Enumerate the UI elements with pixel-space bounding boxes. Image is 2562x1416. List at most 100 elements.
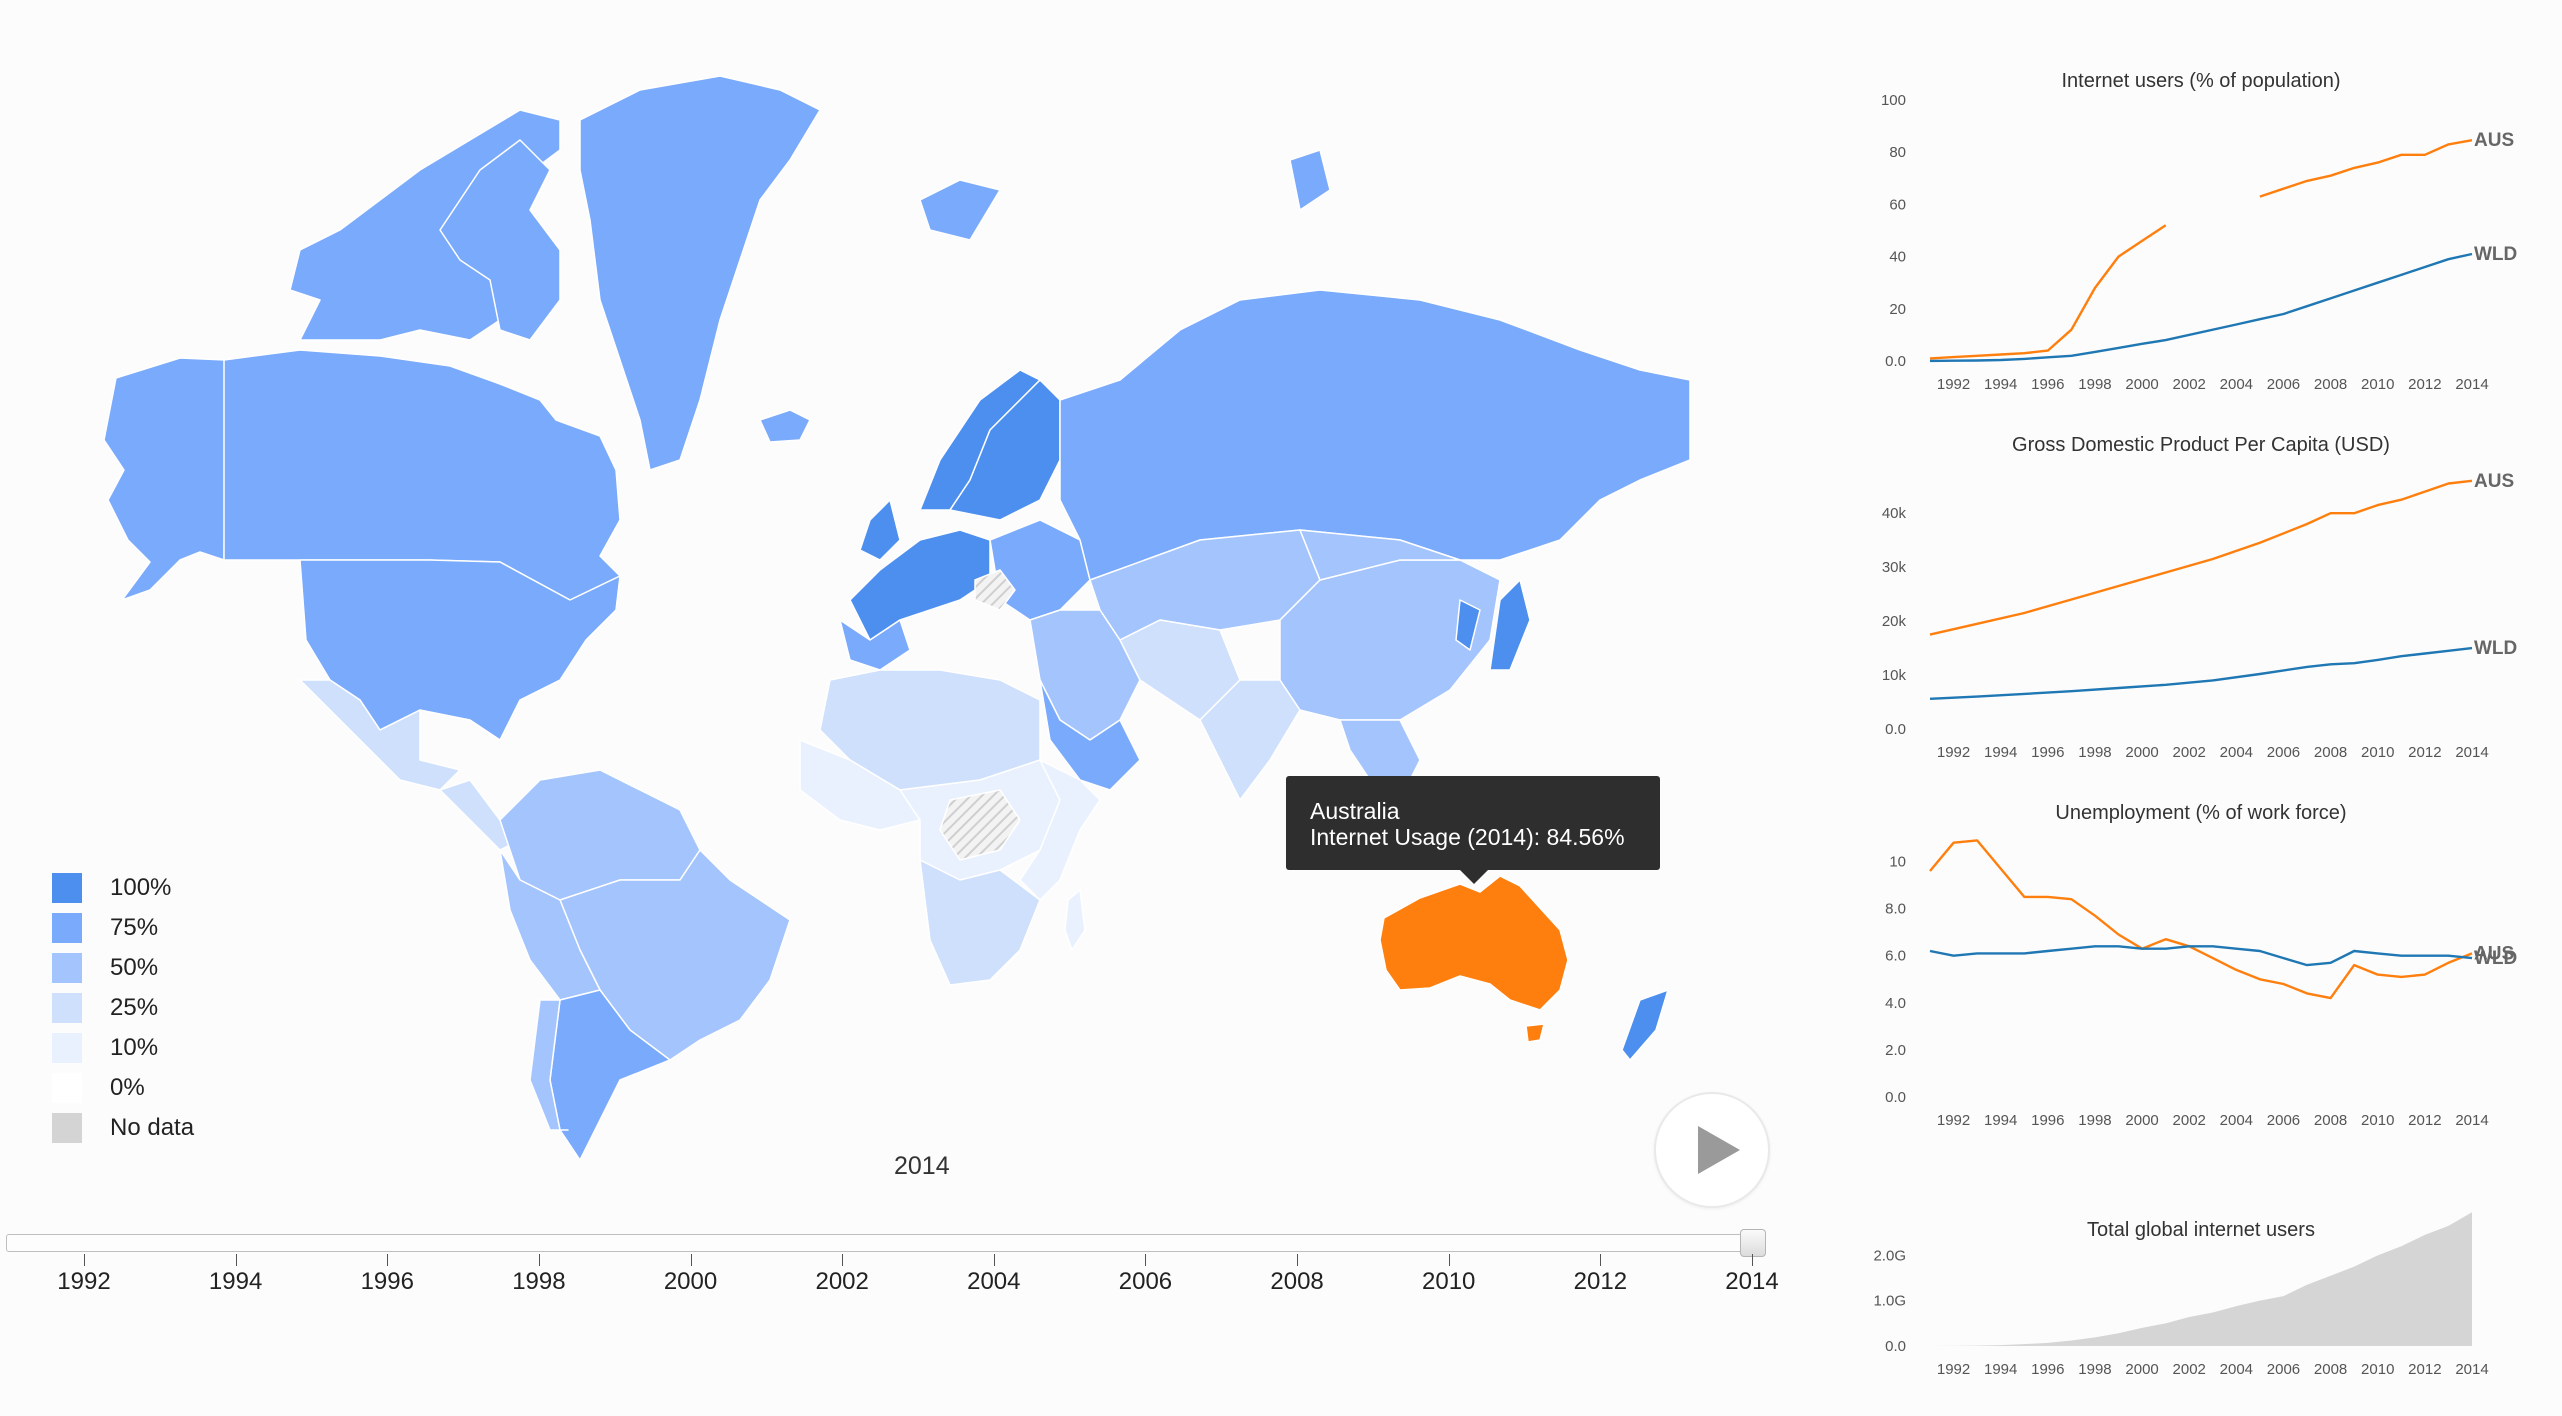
country-ukraine-no-data[interactable] (974, 569, 1016, 611)
x-tick-label: 2000 (2125, 1361, 2158, 1378)
x-tick-label: 2006 (2267, 744, 2300, 761)
legend-label: 0% (110, 1074, 145, 1101)
x-tick-label: 1996 (2031, 1361, 2064, 1378)
y-tick-label: 20k (1882, 613, 1907, 630)
legend-swatch (52, 993, 82, 1023)
legend-item: No data (52, 1108, 194, 1148)
country-tasmania[interactable] (1525, 1023, 1545, 1043)
country-arabian-peninsula[interactable] (1039, 679, 1141, 791)
legend-swatch (52, 1073, 82, 1103)
country-alaska[interactable] (103, 357, 227, 601)
timeline-tick (1448, 1254, 1450, 1266)
country-novaya-zemlya[interactable] (1289, 149, 1331, 211)
country-tooltip: Australia Internet Usage (2014): 84.56% (1286, 776, 1660, 870)
y-tick-label: 100 (1881, 92, 1906, 109)
y-tick-label: 0.0 (1885, 1089, 1906, 1106)
x-tick-label: 2008 (2314, 1112, 2347, 1129)
timeline-year-label: 2004 (967, 1268, 1021, 1295)
x-tick-label: 2002 (2173, 1112, 2206, 1129)
x-tick-label: 1998 (2078, 1361, 2111, 1378)
y-tick-label: 2.0G (1873, 1247, 1906, 1264)
timeline-year-label: 2006 (1118, 1268, 1173, 1295)
country-india[interactable] (1199, 679, 1301, 801)
x-tick-label: 2010 (2361, 744, 2394, 761)
country-west-africa[interactable] (799, 739, 921, 831)
country-greenland[interactable] (579, 75, 821, 471)
timeline-year-label: 1994 (208, 1268, 263, 1295)
x-tick-label: 2014 (2455, 1112, 2488, 1129)
x-tick-label: 2002 (2173, 744, 2206, 761)
legend-swatch (52, 1113, 82, 1143)
x-tick-label: 1996 (2031, 1112, 2064, 1129)
current-year-label: 2014 (894, 1152, 950, 1180)
legend-swatch (52, 913, 82, 943)
legend-label: 10% (110, 1034, 159, 1061)
series-line-wld (1929, 945, 2473, 967)
y-tick-label: 0.0 (1885, 353, 1906, 370)
x-tick-label: 1992 (1937, 376, 1970, 393)
timeline-year-label: 2002 (815, 1268, 869, 1295)
chart-title: Unemployment (% of work force) (2055, 802, 2346, 824)
country-drc-no-data[interactable] (939, 789, 1021, 861)
country-korea[interactable] (1455, 599, 1481, 651)
x-tick-label: 1994 (1984, 376, 2017, 393)
country-chile[interactable] (529, 999, 569, 1131)
x-tick-label: 1994 (1984, 744, 2017, 761)
timeline-tick (84, 1254, 85, 1266)
x-tick-label: 2006 (2267, 1112, 2300, 1129)
country-russia[interactable] (1059, 289, 1691, 581)
x-tick-label: 2008 (2314, 1361, 2347, 1378)
x-tick-label: 1992 (1937, 744, 1970, 761)
country-southern-africa[interactable] (919, 859, 1041, 986)
timeline-tick (1600, 1254, 1602, 1266)
country-mongolia[interactable] (1299, 529, 1461, 581)
chart-title: Total global internet users (2087, 1219, 2315, 1241)
chart-gdp-per-capita: Gross Domestic Product Per Capita (USD) 0… (1882, 434, 2517, 761)
x-tick-label: 2004 (2220, 744, 2253, 761)
country-new-zealand[interactable] (1621, 989, 1669, 1061)
x-tick-label: 2012 (2408, 1112, 2441, 1129)
x-tick-label: 2004 (2220, 1361, 2253, 1378)
country-iberia[interactable] (839, 619, 911, 671)
country-central-asia[interactable] (1089, 529, 1321, 641)
y-tick-label: 10 (1889, 854, 1906, 871)
country-japan[interactable] (1489, 579, 1531, 671)
series-end-label: WLD (2474, 244, 2517, 265)
country-baffin-island[interactable] (439, 139, 561, 341)
x-tick-label: 2010 (2361, 1112, 2394, 1129)
year-slider-track[interactable] (6, 1234, 1754, 1252)
legend-swatch (52, 1033, 82, 1063)
timeline-tick (1752, 1254, 1753, 1266)
year-slider-handle[interactable] (1740, 1229, 1766, 1257)
country-australia[interactable] (1379, 875, 1569, 1011)
country-eastern-europe[interactable] (989, 519, 1091, 621)
timeline-tick (1297, 1254, 1299, 1266)
x-tick-label: 2006 (2267, 1361, 2300, 1378)
series-line-aus (1929, 839, 2473, 1000)
y-tick-label: 4.0 (1885, 995, 1906, 1012)
chart-internet-users: Internet users (% of population) 0.0 20 40 6… (1881, 70, 2517, 393)
world-map (103, 75, 1691, 1161)
legend-item: 10% (52, 1028, 194, 1068)
legend-label: No data (110, 1114, 195, 1141)
y-tick-label: 80 (1889, 144, 1906, 161)
timeline-year-label: 2008 (1270, 1268, 1324, 1295)
tooltip-country: Australia (1310, 798, 1400, 824)
country-east-africa[interactable] (1019, 759, 1101, 901)
x-tick-label: 2004 (2220, 376, 2253, 393)
x-tick-label: 1998 (2078, 376, 2111, 393)
country-madagascar[interactable] (1064, 889, 1086, 951)
y-tick-label: 60 (1889, 196, 1906, 213)
play-button[interactable] (1654, 1092, 1770, 1208)
x-tick-label: 2002 (2173, 1361, 2206, 1378)
country-iceland[interactable] (759, 409, 811, 443)
x-tick-label: 1996 (2031, 744, 2064, 761)
country-arctic-islands-east[interactable] (919, 179, 1001, 241)
country-uk[interactable] (859, 499, 901, 561)
series-line-aus (1929, 479, 2473, 636)
timeline-tick (235, 1254, 237, 1266)
timeline-tick (1145, 1254, 1147, 1266)
x-tick-label: 2004 (2220, 1112, 2253, 1129)
legend-item: 75% (52, 908, 194, 948)
country-mexico[interactable] (299, 679, 461, 791)
